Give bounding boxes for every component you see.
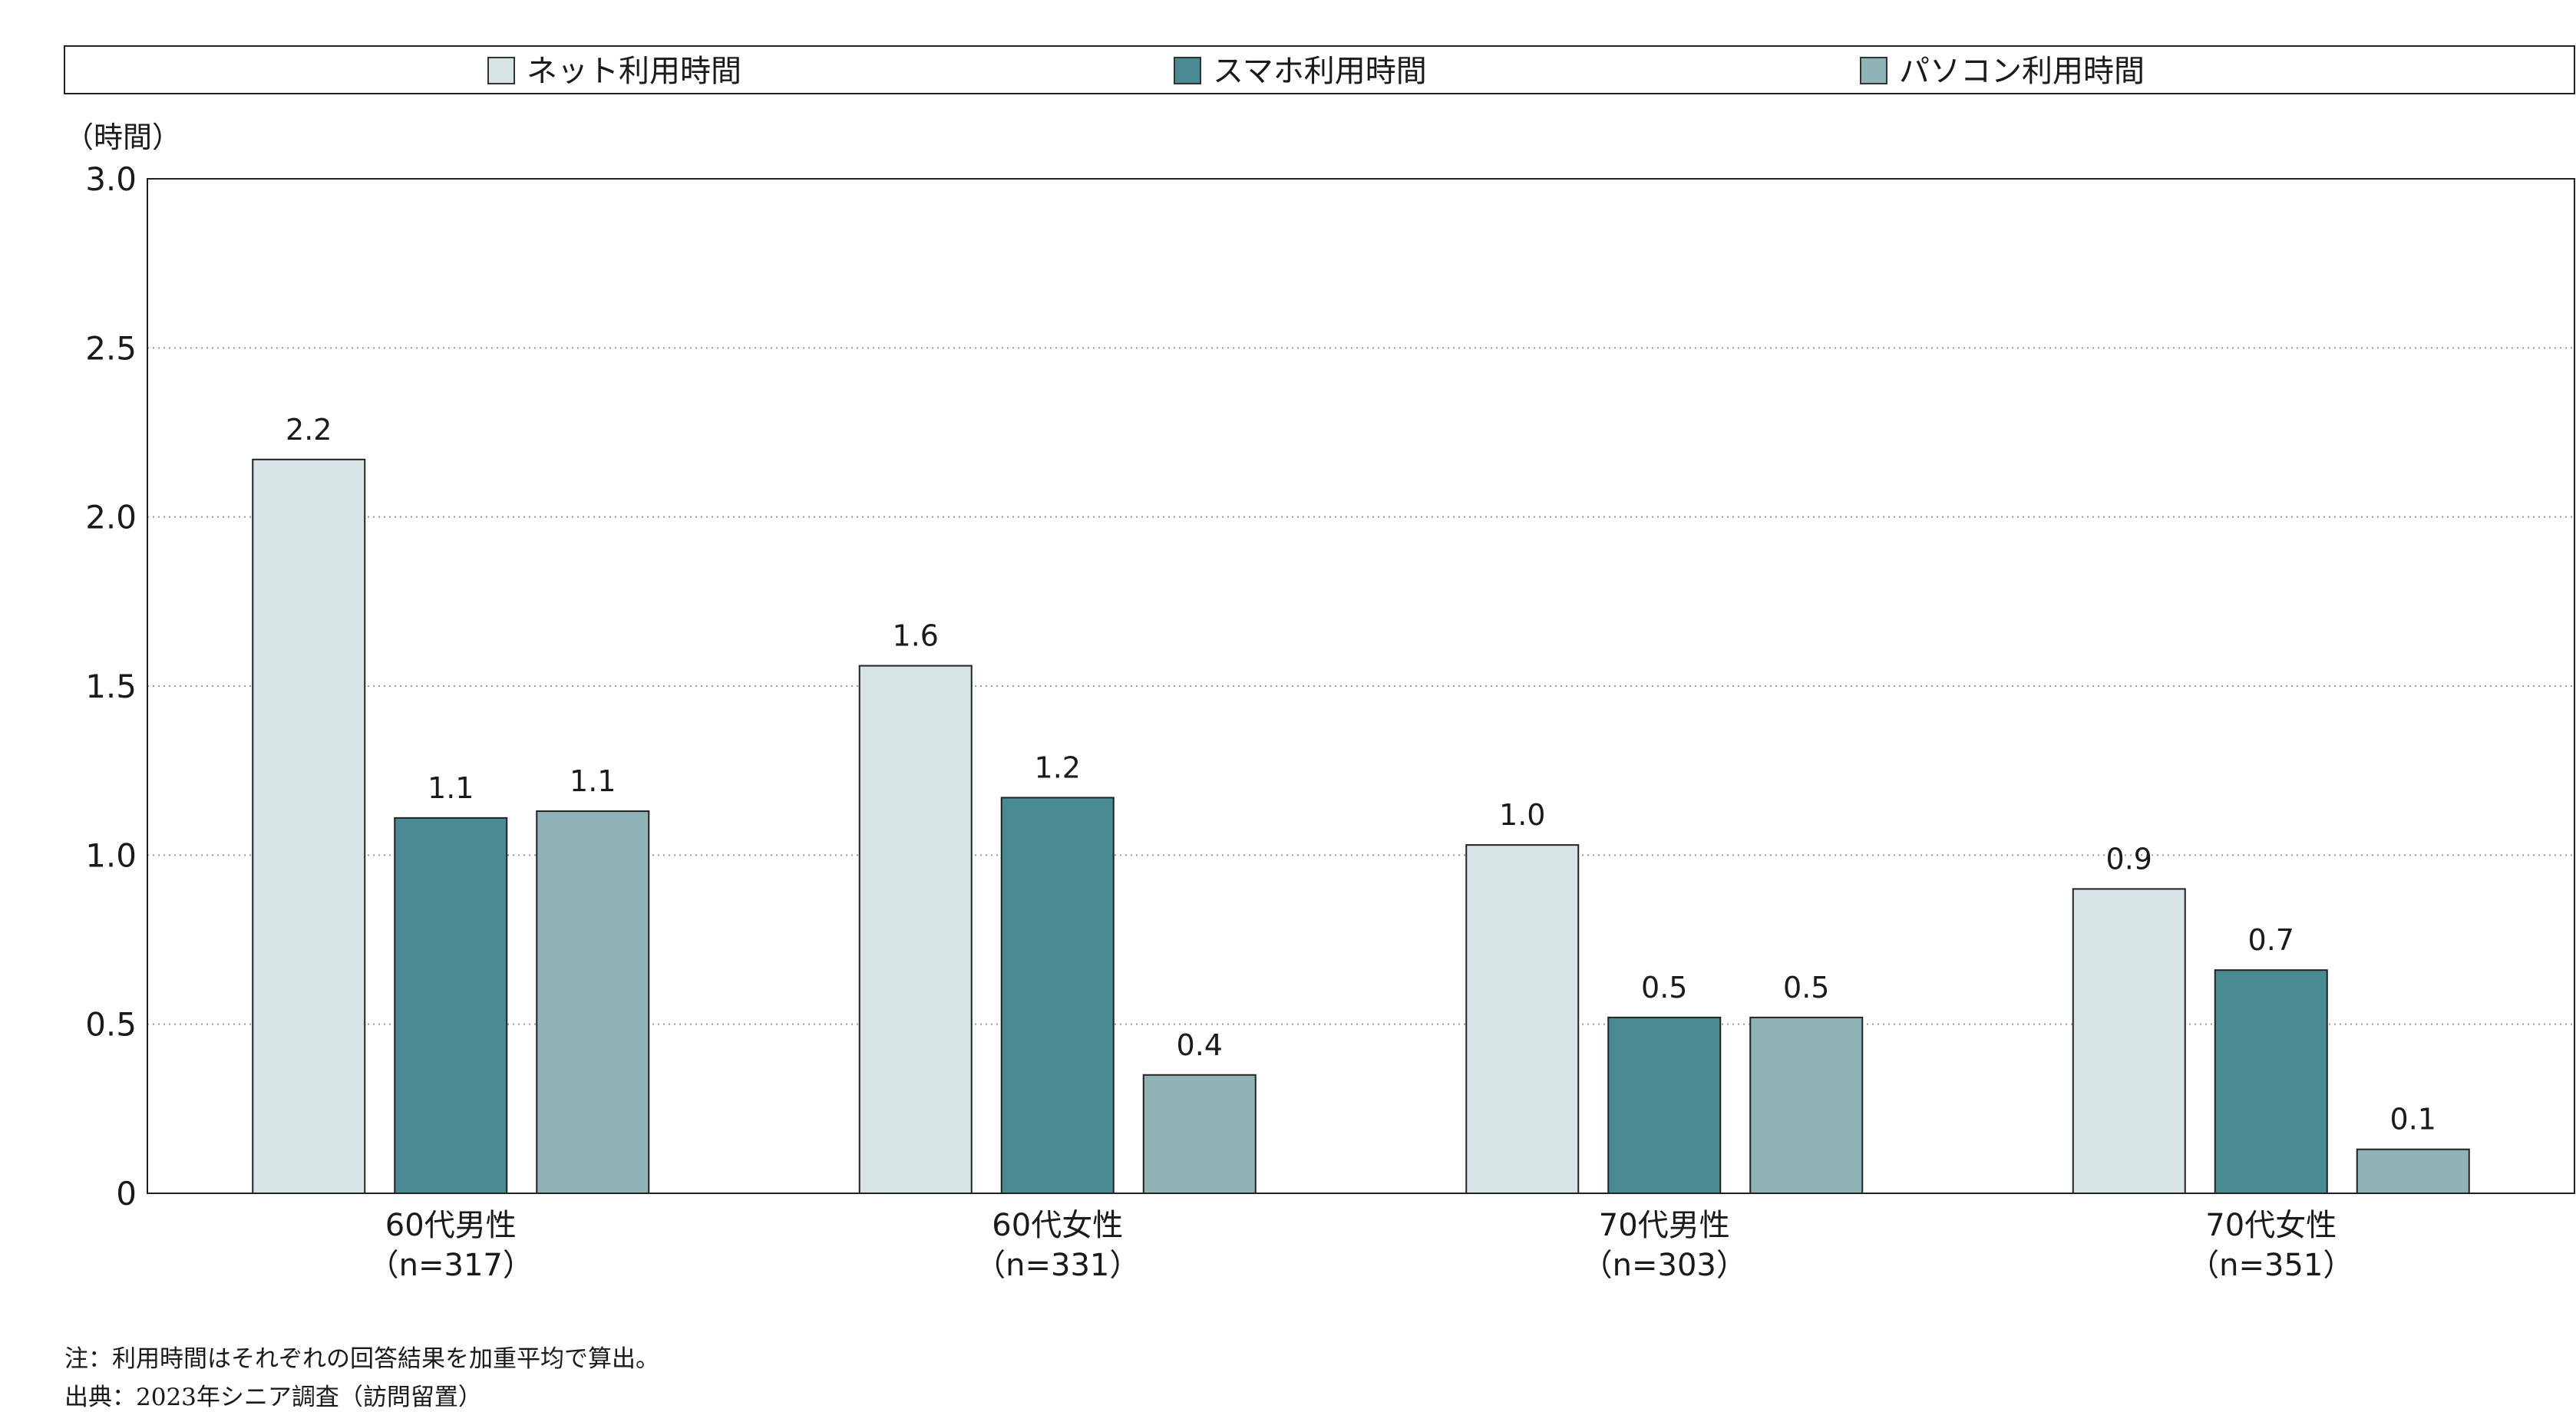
legend-box [64, 45, 2575, 94]
data-label: 0.1 [2390, 1103, 2436, 1137]
data-label: 1.1 [570, 764, 616, 798]
legend: ネット利用時間 スマホ利用時間 パソコン利用時間 [64, 45, 2575, 94]
legend-label: パソコン利用時間 [1899, 54, 2145, 89]
x-tick-sample-size: （n=317） [368, 1248, 533, 1283]
data-label: 0.4 [1177, 1028, 1223, 1062]
bar [1465, 844, 1580, 1194]
y-tick-label: 2.5 [85, 329, 137, 367]
data-label: 1.0 [1499, 798, 1545, 832]
x-tick-label: 70代女性 [2205, 1208, 2337, 1243]
bar [1749, 1016, 1864, 1195]
x-tick-sample-size: （n=351） [2188, 1248, 2353, 1283]
y-tick-label: 0 [116, 1175, 137, 1212]
y-tick-label: 2.0 [85, 499, 137, 536]
source-note: 出典：2023年シニア調査（訪問留置） [64, 1384, 482, 1411]
plot-frame [147, 178, 2575, 1194]
bar [252, 458, 366, 1194]
footnote: 注：利用時間はそれぞれの回答結果を加重平均で算出。 [64, 1345, 659, 1373]
legend-swatch [1174, 57, 1201, 84]
data-label: 0.5 [1783, 971, 1829, 1005]
legend-swatch [487, 57, 515, 84]
legend-label: ネット利用時間 [527, 54, 741, 89]
bar [1000, 797, 1115, 1195]
data-label: 0.5 [1641, 971, 1687, 1005]
x-tick-sample-size: （n=303） [1582, 1248, 1747, 1283]
x-tick-label: 60代女性 [992, 1208, 1123, 1243]
legend-label: スマホ利用時間 [1213, 54, 1427, 89]
x-axis: 60代男性 （n=317） 60代女性 （n=331） 70代男性 （n=303） 70代女… [368, 1208, 2354, 1283]
y-axis: 0 0.5 1.0 1.5 2.0 2.5 3.0 （時間） [64, 120, 2575, 1212]
bar [1142, 1074, 1257, 1195]
bar [536, 810, 650, 1194]
bar [858, 665, 973, 1194]
legend-swatch [1860, 57, 1887, 84]
bar [2356, 1148, 2470, 1195]
x-tick-label: 70代男性 [1599, 1208, 1730, 1243]
data-label: 1.2 [1035, 751, 1081, 784]
bar [394, 817, 508, 1194]
y-tick-label: 3.0 [85, 160, 137, 198]
bar [2072, 888, 2186, 1195]
x-tick-sample-size: （n=331） [975, 1248, 1140, 1283]
y-tick-label: 0.5 [85, 1006, 137, 1044]
data-label: 0.7 [2248, 923, 2294, 957]
bar [2214, 969, 2328, 1195]
bar [1607, 1016, 1722, 1195]
y-tick-label: 1.5 [85, 668, 137, 705]
grid-lines [147, 347, 2574, 1025]
y-axis-unit: （時間） [64, 120, 181, 154]
data-label: 0.9 [2106, 842, 2152, 876]
data-label: 2.2 [286, 413, 332, 447]
data-label: 1.1 [428, 771, 474, 805]
data-label: 1.6 [893, 619, 939, 653]
x-tick-label: 60代男性 [385, 1208, 517, 1243]
bars: 2.2 1.1 1.1 1.6 1.2 0.4 1.0 0.5 0.5 0.9 0.7 0.1 [252, 413, 2470, 1195]
y-tick-label: 1.0 [85, 836, 137, 874]
